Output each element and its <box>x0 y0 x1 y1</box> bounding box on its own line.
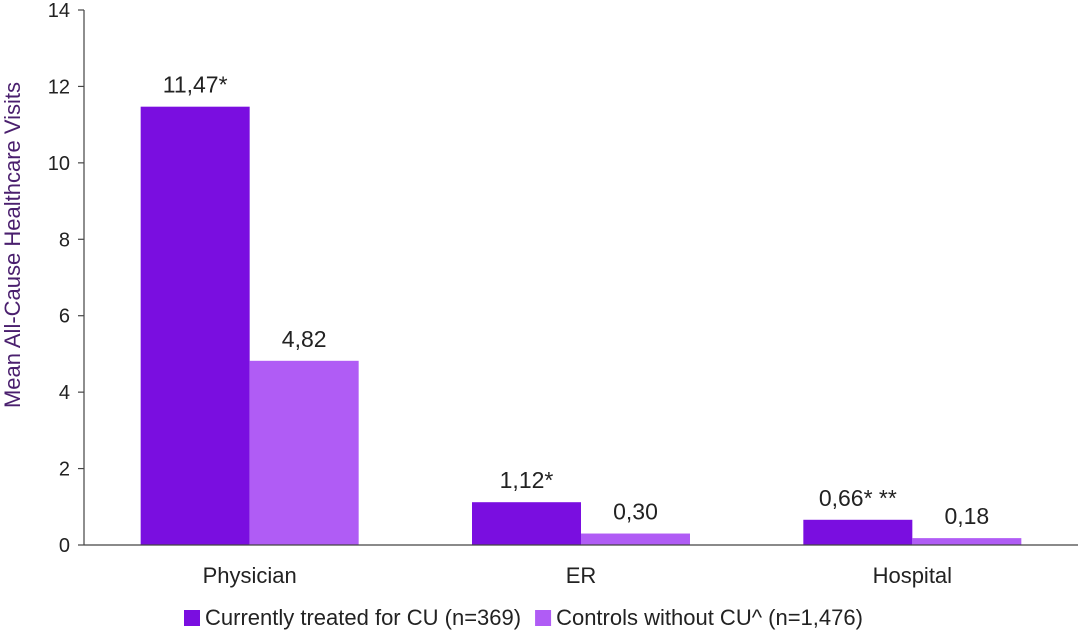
bar <box>249 360 359 545</box>
legend-label: Currently treated for CU (n=369) <box>205 605 521 630</box>
y-tick-label: 6 <box>59 306 70 328</box>
y-tick-label: 12 <box>48 76 70 98</box>
data-label: 0,66* ** <box>819 485 897 511</box>
bar <box>912 538 1022 545</box>
data-label: 0,30 <box>613 499 658 525</box>
axes-lines <box>83 10 1078 546</box>
category-label: Hospital <box>873 563 952 588</box>
bar <box>581 533 690 545</box>
y-axis: 0 2 4 6 8 10 12 14 <box>48 0 84 557</box>
legend-swatch <box>184 610 200 626</box>
legend: Currently treated for CU (n=369) Controls… <box>184 605 863 630</box>
legend-label: Controls without CU^ (n=1,476) <box>556 605 863 630</box>
data-label: 0,18 <box>944 503 989 529</box>
y-tick-label: 4 <box>59 382 70 404</box>
data-label: 1,12* <box>500 467 554 493</box>
category-label: Physician <box>203 563 297 588</box>
bars-group <box>140 106 1022 546</box>
category-labels: Physician ER Hospital <box>203 563 952 588</box>
y-tick-label: 2 <box>59 459 70 481</box>
y-tick-label: 14 <box>48 0 70 22</box>
data-label: 11,47* <box>163 72 228 98</box>
bar <box>140 106 250 546</box>
data-label: 4,82 <box>282 326 327 352</box>
legend-swatch <box>535 610 552 626</box>
bar <box>472 502 581 545</box>
bar <box>803 519 913 545</box>
category-label: ER <box>566 563 597 588</box>
data-labels-group: 11,47* 4,82 1,12* 0,30 0,66* ** 0,18 <box>163 72 989 529</box>
y-tick-label: 10 <box>48 153 70 175</box>
y-tick-label: 0 <box>59 535 70 557</box>
y-tick-label: 8 <box>59 229 70 251</box>
y-axis-title: Mean All-Cause Healthcare Visits <box>0 82 25 408</box>
